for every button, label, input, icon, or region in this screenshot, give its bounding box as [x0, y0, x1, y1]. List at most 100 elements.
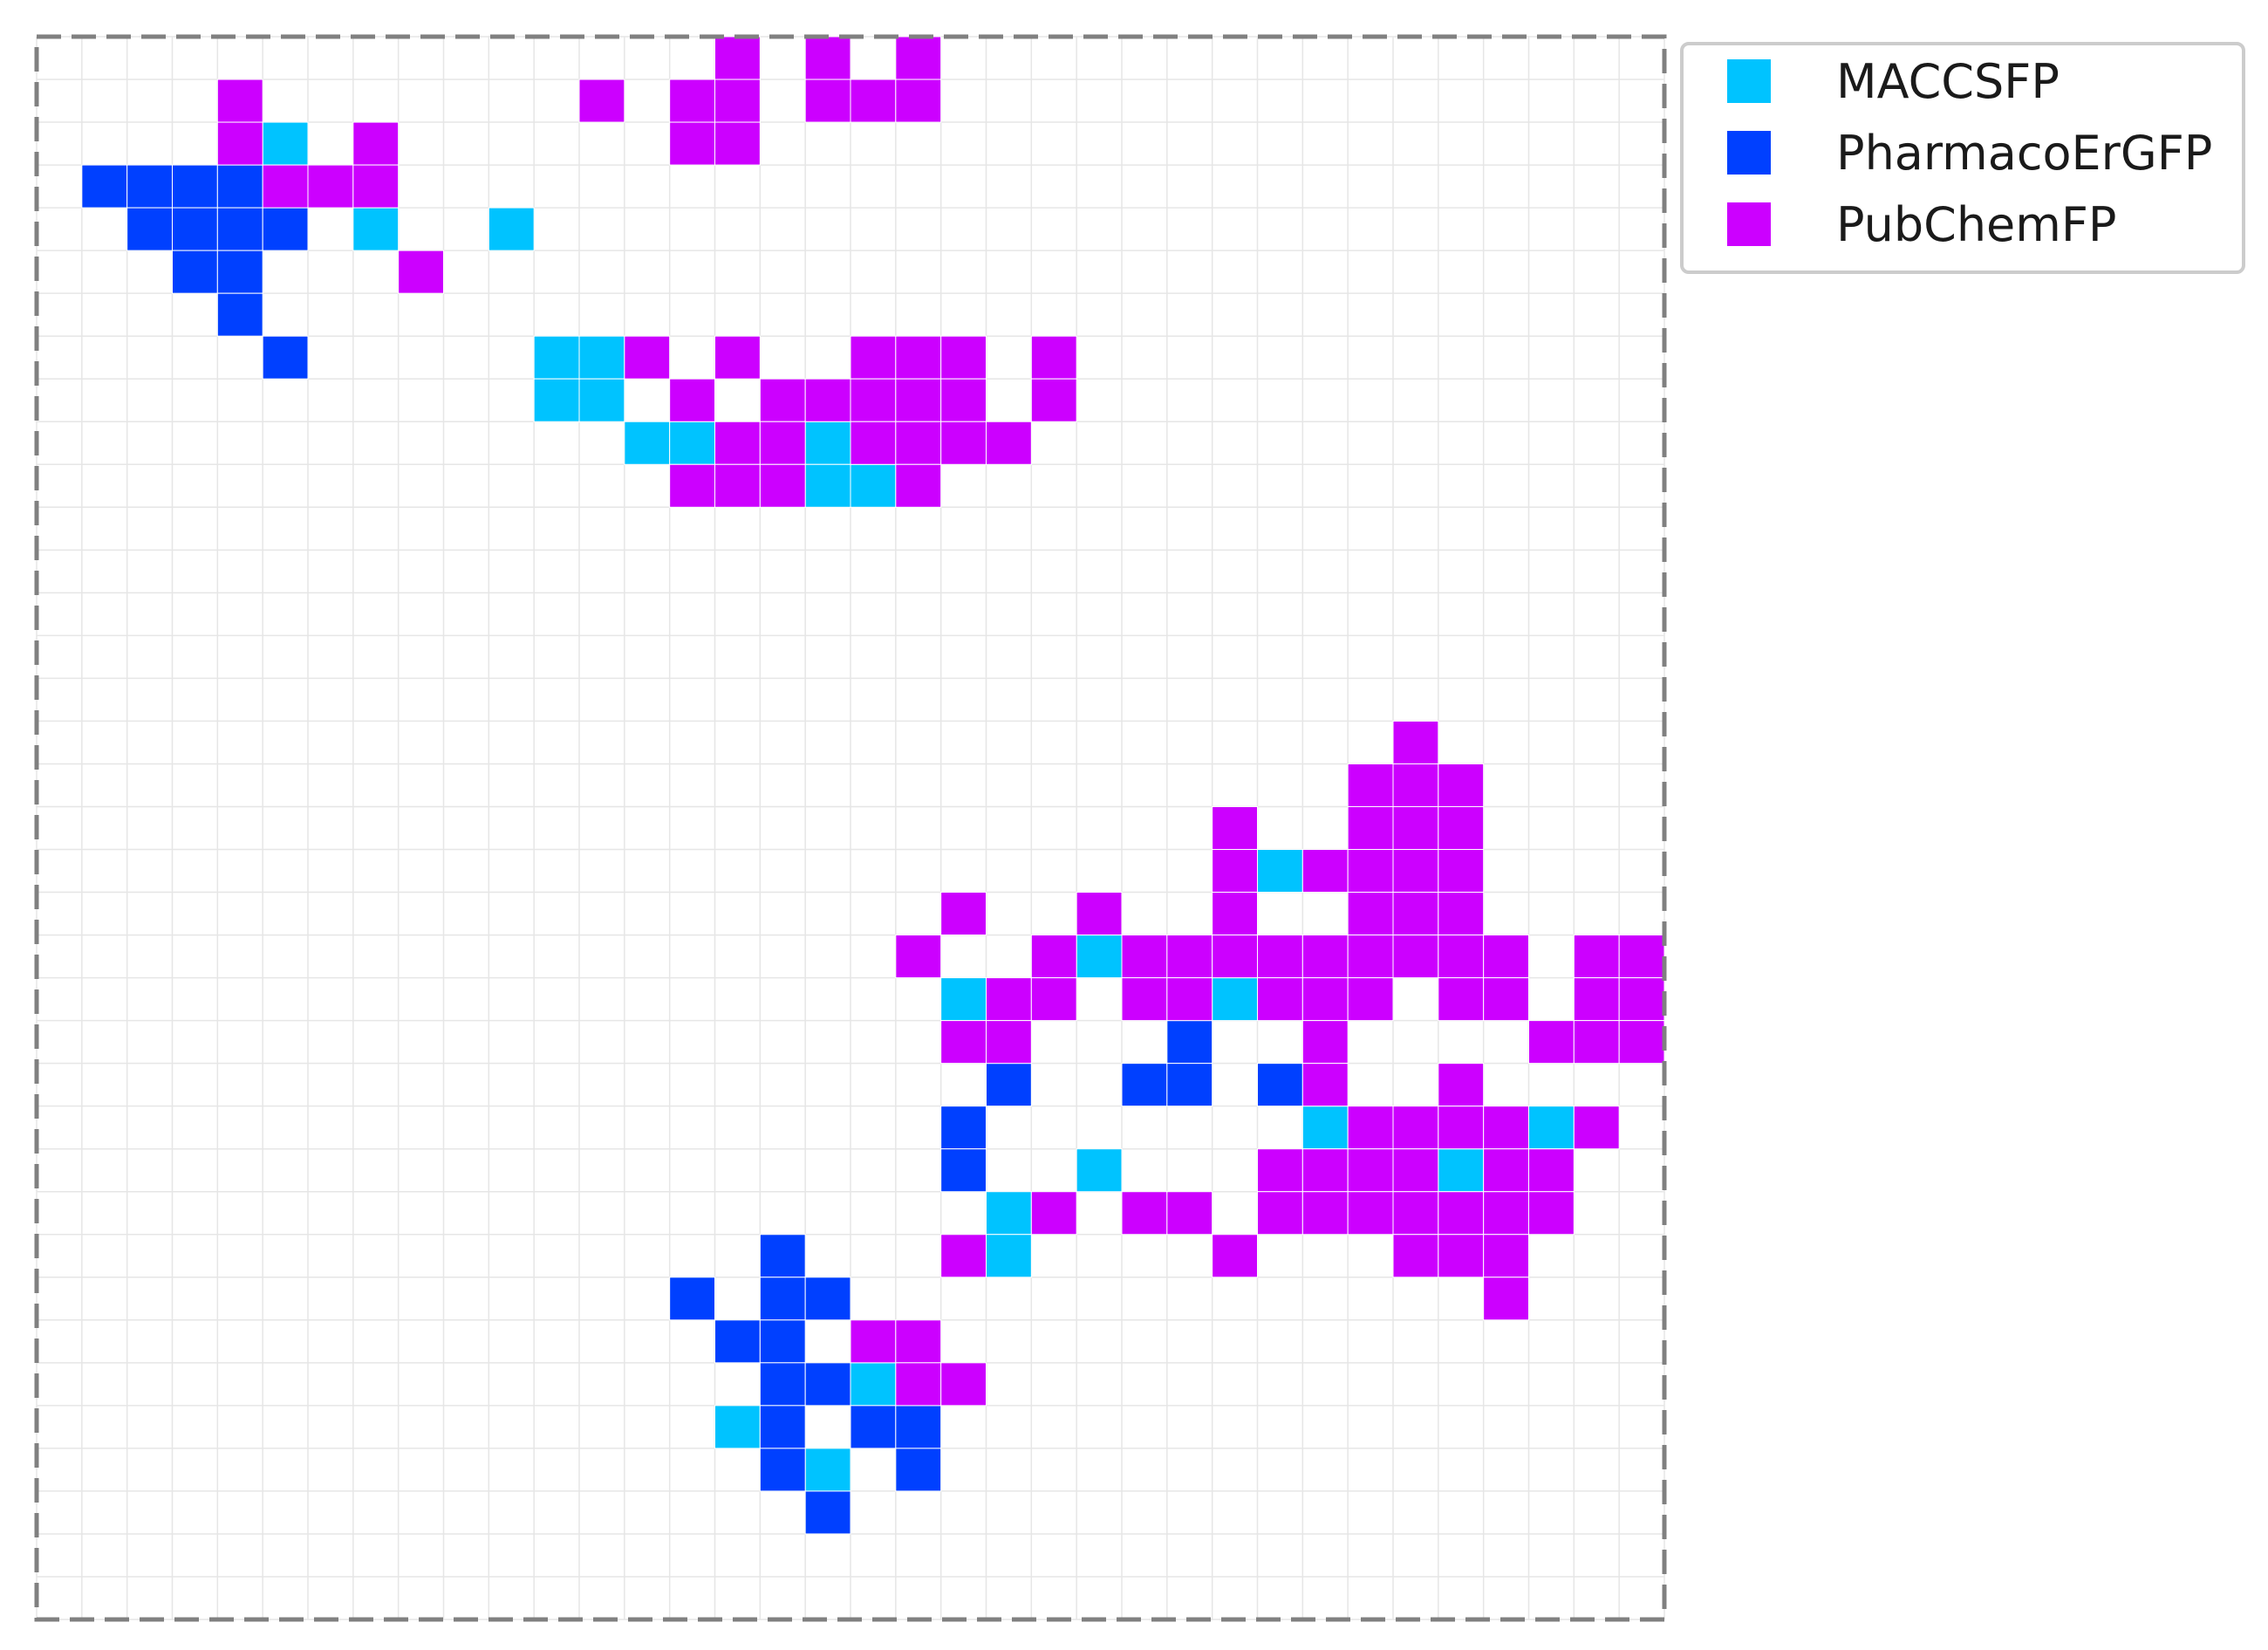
- cell-maccsfp: [804, 463, 851, 508]
- cell-pubchemfp: [1030, 335, 1077, 380]
- cell-pubchemfp: [1573, 1106, 1620, 1150]
- cell-pubchemfp: [1212, 849, 1258, 893]
- cell-pharmacoergfp: [126, 207, 174, 251]
- cell-pubchemfp: [1166, 977, 1213, 1022]
- cell-pubchemfp: [1483, 1148, 1529, 1193]
- cell-pubchemfp: [804, 378, 851, 422]
- legend-entries: MACCSFP PharmacoErGFP PubChemFP: [1727, 54, 2212, 252]
- legend-box: [1680, 42, 2245, 274]
- cell-pubchemfp: [1438, 977, 1485, 1022]
- cell-pubchemfp: [1438, 849, 1485, 893]
- cell-pubchemfp: [352, 121, 400, 166]
- cell-maccsfp: [488, 207, 535, 251]
- cell-pubchemfp: [1438, 1234, 1485, 1278]
- cell-pubchemfp: [1212, 1234, 1258, 1278]
- cell-pharmacoergfp: [804, 1490, 851, 1535]
- cell-pubchemfp: [307, 164, 354, 209]
- cell-pubchemfp: [1573, 977, 1620, 1022]
- cell-pubchemfp: [398, 250, 444, 294]
- cell-pubchemfp: [1483, 1234, 1529, 1278]
- cell-pubchemfp: [1438, 805, 1485, 851]
- cell-pubchemfp: [1528, 1191, 1575, 1236]
- cell-pubchemfp: [759, 421, 806, 465]
- cell-pharmacoergfp: [81, 164, 128, 209]
- cell-maccsfp: [1301, 1106, 1349, 1150]
- cell-pharmacoergfp: [1166, 1020, 1213, 1065]
- cell-pubchemfp: [1483, 977, 1529, 1022]
- cell-pubchemfp: [895, 1319, 942, 1364]
- cell-pubchemfp: [1301, 935, 1349, 979]
- cell-pubchemfp: [1030, 935, 1077, 979]
- cell-pharmacoergfp: [172, 164, 218, 209]
- cell-pubchemfp: [940, 1234, 987, 1278]
- cell-pubchemfp: [940, 378, 987, 422]
- cell-pubchemfp: [578, 79, 625, 123]
- cell-pubchemfp: [986, 1020, 1032, 1065]
- cell-pubchemfp: [1438, 935, 1485, 979]
- cell-pubchemfp: [669, 121, 716, 166]
- cell-pubchemfp: [1301, 1020, 1349, 1065]
- cell-pharmacoergfp: [1121, 1063, 1168, 1107]
- cell-pubchemfp: [850, 1319, 897, 1364]
- cell-pubchemfp: [895, 36, 942, 80]
- cell-pharmacoergfp: [850, 1405, 897, 1449]
- cell-maccsfp: [714, 1405, 761, 1449]
- cell-pubchemfp: [850, 335, 897, 380]
- cell-pubchemfp: [1257, 1191, 1303, 1236]
- cell-pubchemfp: [714, 421, 761, 465]
- cell-pubchemfp: [1392, 1106, 1439, 1150]
- cell-pubchemfp: [1030, 977, 1077, 1022]
- cell-maccsfp: [533, 335, 580, 380]
- cell-pharmacoergfp: [262, 335, 309, 380]
- cell-pubchemfp: [1347, 1191, 1394, 1236]
- cell-maccsfp: [533, 378, 580, 422]
- cell-pubchemfp: [669, 378, 716, 422]
- cell-pubchemfp: [714, 36, 761, 80]
- cell-pharmacoergfp: [759, 1277, 806, 1321]
- cell-pubchemfp: [1483, 1277, 1529, 1321]
- cell-pubchemfp: [895, 378, 942, 422]
- cell-pubchemfp: [1438, 763, 1485, 807]
- cell-pubchemfp: [1347, 763, 1394, 807]
- cell-pharmacoergfp: [216, 250, 263, 294]
- cell-pubchemfp: [1257, 935, 1303, 979]
- cell-pharmacoergfp: [895, 1448, 942, 1492]
- cell-pubchemfp: [1347, 1148, 1394, 1193]
- cell-pubchemfp: [940, 1020, 987, 1065]
- cell-pharmacoergfp: [940, 1106, 987, 1150]
- cell-pharmacoergfp: [216, 292, 263, 337]
- cell-pubchemfp: [1347, 805, 1394, 851]
- cell-pubchemfp: [1618, 1020, 1665, 1065]
- cell-pubchemfp: [1301, 849, 1349, 893]
- legend-label-maccsfp: MACCSFP: [1836, 54, 2060, 109]
- cell-pubchemfp: [216, 121, 263, 166]
- cell-pubchemfp: [1573, 935, 1620, 979]
- cell-pubchemfp: [216, 79, 263, 123]
- cell-pharmacoergfp: [804, 1362, 851, 1407]
- cell-maccsfp: [986, 1234, 1032, 1278]
- cell-pubchemfp: [669, 463, 716, 508]
- cell-maccsfp: [669, 421, 716, 465]
- cell-maccsfp: [352, 207, 400, 251]
- cell-pharmacoergfp: [172, 250, 218, 294]
- plot-frame: [34, 34, 1667, 1622]
- cell-pubchemfp: [1030, 378, 1077, 422]
- cell-pubchemfp: [1392, 1191, 1439, 1236]
- cell-maccsfp: [1076, 1148, 1123, 1193]
- cell-pubchemfp: [714, 79, 761, 123]
- cell-pubchemfp: [1347, 977, 1394, 1022]
- cell-pubchemfp: [1573, 1020, 1620, 1065]
- legend-swatch-pharmacoergfp: [1727, 131, 1771, 175]
- cells: [81, 36, 1665, 1535]
- legend-swatch-pubchemfp: [1727, 202, 1771, 246]
- cell-maccsfp: [262, 121, 309, 166]
- cell-pharmacoergfp: [759, 1234, 806, 1278]
- cell-pubchemfp: [1347, 892, 1394, 936]
- cell-pubchemfp: [1121, 1191, 1168, 1236]
- cell-pharmacoergfp: [895, 1405, 942, 1449]
- cell-pubchemfp: [1212, 805, 1258, 851]
- cell-pubchemfp: [1438, 1063, 1485, 1107]
- cell-maccsfp: [1212, 977, 1258, 1022]
- cell-pubchemfp: [1392, 935, 1439, 979]
